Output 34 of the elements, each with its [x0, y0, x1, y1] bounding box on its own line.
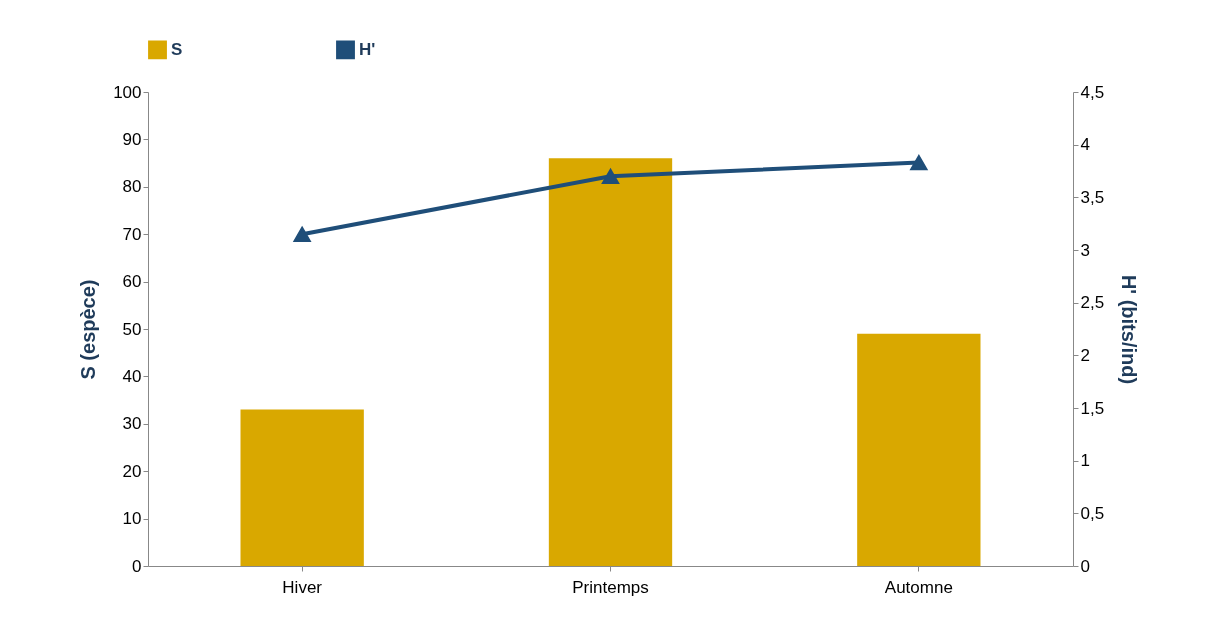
bar — [857, 333, 981, 566]
y2-tick-label: 4,5 — [1080, 82, 1105, 102]
y-tick-label: 100 — [113, 82, 142, 102]
y2-tick-label: 2,5 — [1080, 293, 1105, 313]
y2-tick-label: 4 — [1080, 135, 1090, 155]
x-tick-label: Automne — [884, 577, 953, 597]
y2-tick-label: 1 — [1080, 451, 1090, 471]
legend-label: H' — [359, 39, 376, 59]
y2-tick-label: 3,5 — [1080, 187, 1105, 207]
y2-tick-label: 0 — [1080, 556, 1090, 576]
y-tick-label: 30 — [122, 414, 142, 434]
x-tick-label: Printemps — [572, 577, 649, 597]
y-tick-label: 90 — [122, 129, 142, 149]
bar — [548, 158, 673, 566]
y-tick-label: 40 — [122, 366, 142, 386]
point — [910, 154, 928, 171]
y-tick-label: 50 — [122, 319, 142, 339]
y2-tick-label: 2 — [1080, 345, 1090, 365]
point — [601, 168, 620, 184]
bar — [240, 409, 364, 566]
y-tick-label: 70 — [122, 224, 142, 244]
y-tick-label: 60 — [122, 272, 142, 292]
y-axis-title: S (espèce) — [77, 279, 100, 380]
y-tick-label: 0 — [132, 556, 142, 576]
y-tick-label: 20 — [122, 461, 142, 481]
y-tick-label: 10 — [122, 509, 142, 529]
y-tick-label: 80 — [122, 177, 142, 197]
legend-label: S — [171, 39, 183, 59]
point — [293, 226, 311, 242]
x-tick-label: Hiver — [282, 577, 323, 597]
y2-tick-label: 0,5 — [1080, 503, 1105, 523]
y2-axis-title: H' (bits/ind) — [1118, 274, 1141, 385]
y2-tick-label: 1,5 — [1080, 398, 1105, 418]
y2-tick-label: 3 — [1080, 240, 1090, 260]
